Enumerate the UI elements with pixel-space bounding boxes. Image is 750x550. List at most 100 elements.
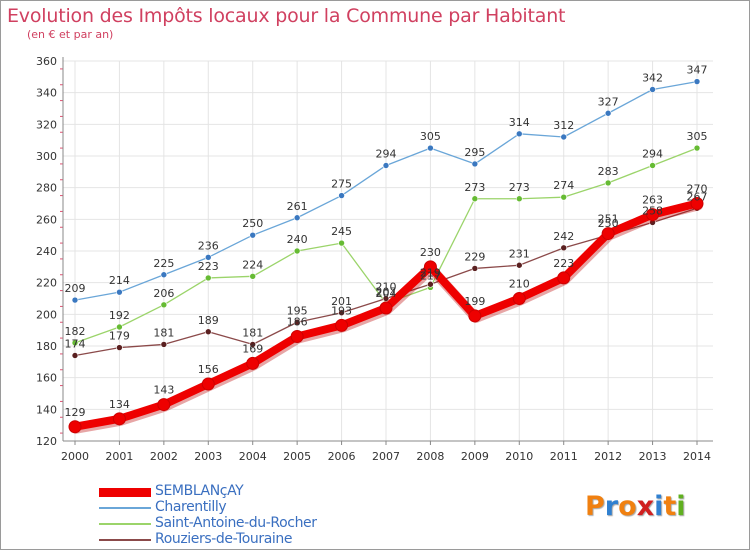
data-label: 251 xyxy=(598,213,619,226)
data-label: 199 xyxy=(464,295,485,308)
data-point xyxy=(160,301,168,309)
legend-label: Saint-Antoine-du-Rocher xyxy=(155,515,317,531)
data-point xyxy=(560,193,568,201)
y-tick-label: 220 xyxy=(36,277,57,290)
data-label: 242 xyxy=(553,230,574,243)
gridlines xyxy=(63,60,713,442)
data-point xyxy=(512,292,526,305)
legend-label: Rouziers-de-Touraine xyxy=(155,531,293,547)
data-label: 273 xyxy=(509,181,530,194)
y-tick-label: 300 xyxy=(36,150,57,163)
data-label: 295 xyxy=(464,146,485,159)
data-point xyxy=(338,239,345,247)
data-label: 209 xyxy=(65,282,86,295)
axes: 120 140 160 180 200 220 240 260 280 300 320 340 360 2… xyxy=(36,55,713,463)
y-tick-label: 120 xyxy=(36,435,57,448)
logo-letter: P xyxy=(585,491,605,522)
legend-label: Charentilly xyxy=(155,499,227,515)
data-label: 294 xyxy=(376,148,397,161)
data-label: 314 xyxy=(509,116,530,129)
data-label: 327 xyxy=(598,95,619,108)
y-tick-label: 260 xyxy=(36,213,57,226)
data-label: 181 xyxy=(242,326,263,339)
data-label: 174 xyxy=(65,338,86,351)
data-label: 240 xyxy=(287,233,308,246)
data-point xyxy=(246,356,260,370)
data-label: 189 xyxy=(198,314,219,327)
data-point xyxy=(649,162,656,169)
data-label: 263 xyxy=(642,194,663,207)
logo-letter: t xyxy=(663,491,677,522)
data-point xyxy=(293,247,301,255)
series-lines xyxy=(68,78,704,434)
data-point xyxy=(71,339,79,347)
data-point xyxy=(423,260,437,274)
x-tick-label: 2006 xyxy=(328,450,356,463)
data-label: 201 xyxy=(331,295,352,308)
data-point xyxy=(204,254,212,261)
data-label: 261 xyxy=(287,200,308,213)
x-tick-label: 2011 xyxy=(550,450,578,463)
data-label: 236 xyxy=(198,239,219,252)
data-point xyxy=(293,318,301,326)
data-label: 274 xyxy=(553,179,574,192)
data-point xyxy=(249,341,257,348)
data-label: 305 xyxy=(687,130,708,143)
data-point xyxy=(249,231,257,239)
data-label: 204 xyxy=(376,287,397,300)
y-tick-label: 240 xyxy=(36,245,57,258)
data-label: 342 xyxy=(642,72,663,85)
y-tick-label: 340 xyxy=(36,87,57,100)
data-point xyxy=(338,192,345,199)
x-tick-label: 2003 xyxy=(194,450,222,463)
data-label: 229 xyxy=(464,250,485,263)
legend-label: SEMBLANçAY xyxy=(155,483,244,499)
data-label: 273 xyxy=(464,181,485,194)
data-label: 193 xyxy=(331,304,352,317)
y-tick-label: 280 xyxy=(36,182,57,195)
data-point xyxy=(293,214,301,222)
data-point xyxy=(693,144,701,152)
data-point xyxy=(515,130,523,138)
data-point xyxy=(116,344,123,351)
x-tick-label: 2010 xyxy=(505,450,533,463)
data-label: 275 xyxy=(331,178,352,191)
y-tick-label: 160 xyxy=(36,372,57,385)
data-label: 225 xyxy=(153,257,174,270)
data-label: 195 xyxy=(287,304,308,317)
data-point xyxy=(116,323,123,331)
y-tick-label: 180 xyxy=(36,340,57,353)
logo-letter: o xyxy=(618,491,637,522)
data-point xyxy=(71,296,79,304)
x-tick-label: 2014 xyxy=(683,450,711,463)
data-label: 186 xyxy=(287,316,308,329)
data-label: 217 xyxy=(420,269,441,282)
data-label: 258 xyxy=(642,205,663,218)
data-point xyxy=(471,195,479,203)
data-point xyxy=(379,301,393,315)
data-label: 134 xyxy=(109,398,130,411)
data-label: 250 xyxy=(242,217,263,230)
legend-swatch xyxy=(99,488,151,497)
data-point xyxy=(471,160,479,168)
data-label: 245 xyxy=(331,225,352,238)
data-point xyxy=(427,280,434,288)
data-label: 270 xyxy=(687,183,708,196)
x-tick-label: 2004 xyxy=(239,450,267,463)
logo-letter: i xyxy=(676,491,686,522)
data-point xyxy=(249,273,257,280)
data-label: 207 xyxy=(376,285,397,298)
chart-subtitle: (en € et par an) xyxy=(27,28,114,41)
data-label: 219 xyxy=(420,266,441,279)
y-tick-label: 320 xyxy=(36,118,57,131)
data-point xyxy=(604,179,612,187)
data-label: 267 xyxy=(687,190,708,203)
data-label: 129 xyxy=(65,406,86,419)
data-label: 224 xyxy=(242,258,263,271)
legend-swatch xyxy=(99,507,151,509)
data-label: 214 xyxy=(109,274,130,287)
x-tick-label: 2005 xyxy=(283,450,311,463)
y-tick-label: 140 xyxy=(36,403,57,416)
data-point xyxy=(468,309,482,323)
